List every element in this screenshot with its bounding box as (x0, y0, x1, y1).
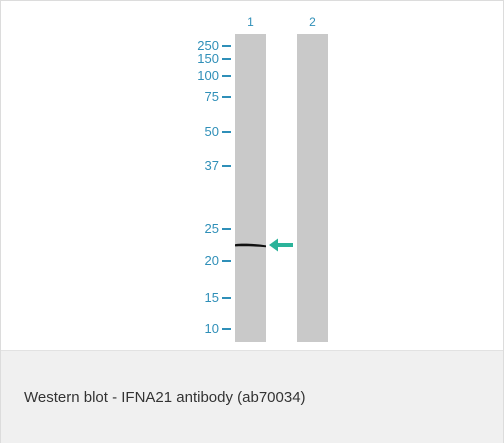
marker-150: 150 (171, 52, 233, 65)
marker-tick (222, 228, 231, 230)
marker-label: 100 (197, 68, 219, 83)
marker-label: 250 (197, 38, 219, 53)
marker-75: 75 (171, 90, 233, 103)
marker-label: 37 (204, 158, 219, 173)
marker-label: 20 (204, 253, 219, 268)
marker-tick (222, 297, 231, 299)
marker-tick (222, 328, 231, 330)
marker-label: 75 (204, 89, 219, 104)
marker-label: 150 (197, 51, 219, 66)
marker-15: 15 (171, 291, 233, 304)
marker-tick (222, 131, 231, 133)
marker-tick (222, 260, 231, 262)
marker-tick (222, 165, 231, 167)
lane-1 (235, 34, 266, 342)
lane-2 (297, 34, 328, 342)
marker-tick (222, 96, 231, 98)
marker-label: 10 (204, 321, 219, 336)
marker-label: 50 (204, 124, 219, 139)
marker-20: 20 (171, 254, 233, 267)
marker-tick (222, 45, 231, 47)
left-arrow-icon (268, 237, 294, 253)
marker-tick (222, 58, 231, 60)
protein-band (234, 242, 267, 248)
western-blot-image: 1 2 250 150 100 75 50 37 25 (1, 1, 503, 350)
marker-100: 100 (171, 69, 233, 82)
marker-10: 10 (171, 322, 233, 335)
marker-25: 25 (171, 222, 233, 235)
caption-area: Western blot - IFNA21 antibody (ab70034) (1, 350, 503, 443)
marker-label: 15 (204, 290, 219, 305)
marker-label: 25 (204, 221, 219, 236)
marker-50: 50 (171, 125, 233, 138)
lane-label-2: 2 (309, 15, 316, 29)
marker-tick (222, 75, 231, 77)
marker-250: 250 (171, 39, 233, 52)
figure-caption: Western blot - IFNA21 antibody (ab70034) (24, 389, 306, 406)
lane-label-1: 1 (247, 15, 254, 29)
marker-37: 37 (171, 159, 233, 172)
